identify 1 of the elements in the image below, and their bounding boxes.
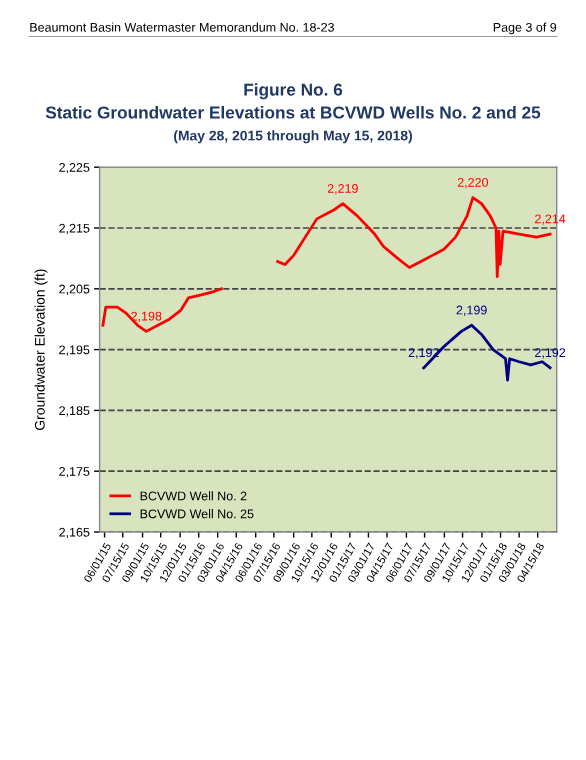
chart-title: Figure No. 6 Static Groundwater Elevations at BCVWD Wells No. 2 and 25 <box>45 83 541 119</box>
